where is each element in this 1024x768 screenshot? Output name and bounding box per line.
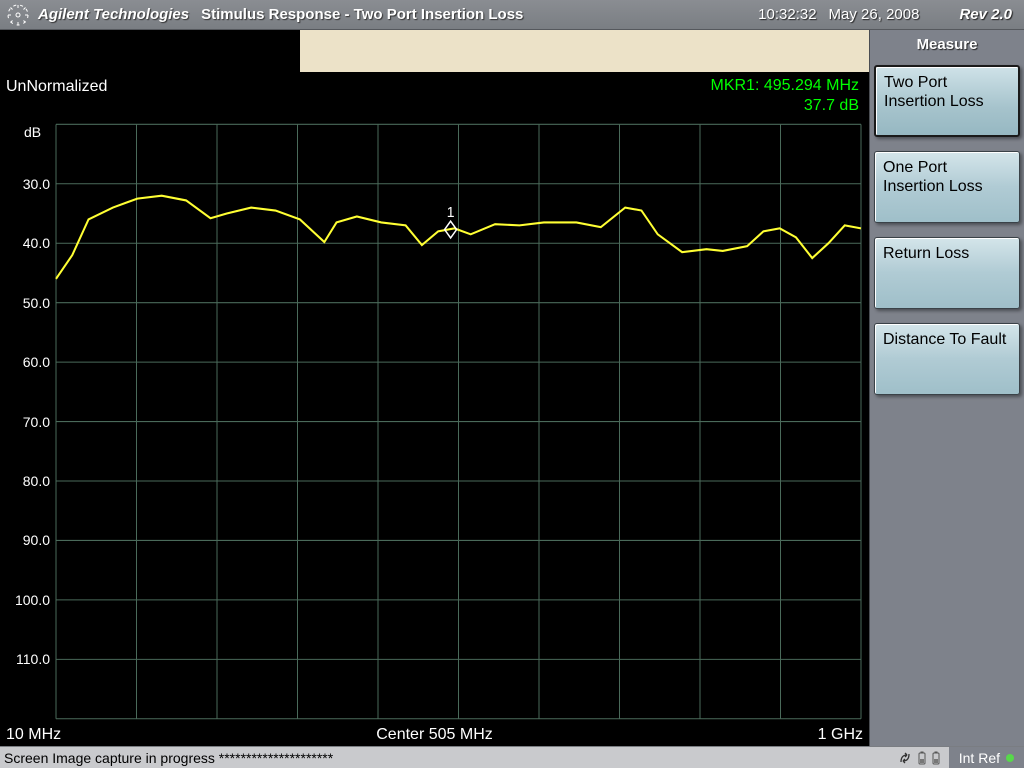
battery-icon (917, 750, 927, 766)
x-start-label: 10 MHz (6, 726, 61, 744)
y-tick-label: 60.0 (6, 354, 50, 370)
y-tick-label: 90.0 (6, 532, 50, 548)
network-icon (897, 750, 913, 766)
page-title: Stimulus Response - Two Port Insertion L… (201, 6, 523, 23)
clock-time: 10:32:32 (758, 6, 816, 23)
y-tick-label: 80.0 (6, 473, 50, 489)
softkey-3[interactable]: Distance To Fault (874, 323, 1020, 395)
int-ref-indicator: Int Ref (949, 747, 1024, 768)
status-icons (897, 750, 949, 766)
status-bar: Screen Image capture in progress *******… (0, 746, 1024, 768)
y-tick-label: 50.0 (6, 295, 50, 311)
brand-label: Agilent Technologies (38, 6, 189, 23)
x-center-label: Center 505 MHz (376, 726, 493, 744)
softkey-panel: Measure Two Port Insertion Loss One Port … (869, 30, 1024, 746)
status-message: Screen Image capture in progress *******… (0, 750, 897, 766)
active-tab[interactable] (0, 30, 300, 72)
x-end-label: 1 GHz (818, 726, 863, 744)
y-tick-label: 110.0 (6, 651, 50, 667)
title-bar: Agilent Technologies Stimulus Response -… (0, 0, 1024, 30)
clock-date: May 26, 2008 (829, 6, 920, 23)
side-menu-title: Measure (870, 30, 1024, 61)
brand-logo-icon (4, 1, 32, 29)
svg-text:1: 1 (447, 205, 455, 221)
y-tick-label: 70.0 (6, 414, 50, 430)
revision-label: Rev 2.0 (959, 6, 1012, 23)
int-ref-dot-icon (1006, 754, 1014, 762)
int-ref-label: Int Ref (959, 750, 1000, 766)
tab-strip (0, 30, 869, 72)
battery-icon-2 (931, 750, 941, 766)
softkey-1[interactable]: One Port Insertion Loss (874, 151, 1020, 223)
y-tick-label: 40.0 (6, 235, 50, 251)
y-tick-label: 30.0 (6, 176, 50, 192)
y-tick-label: 100.0 (6, 592, 50, 608)
softkey-0[interactable]: Two Port Insertion Loss (874, 65, 1020, 137)
softkey-2[interactable]: Return Loss (874, 237, 1020, 309)
chart-area[interactable]: UnNormalized MKR1: 495.294 MHz 37.7 dB d… (0, 72, 869, 746)
